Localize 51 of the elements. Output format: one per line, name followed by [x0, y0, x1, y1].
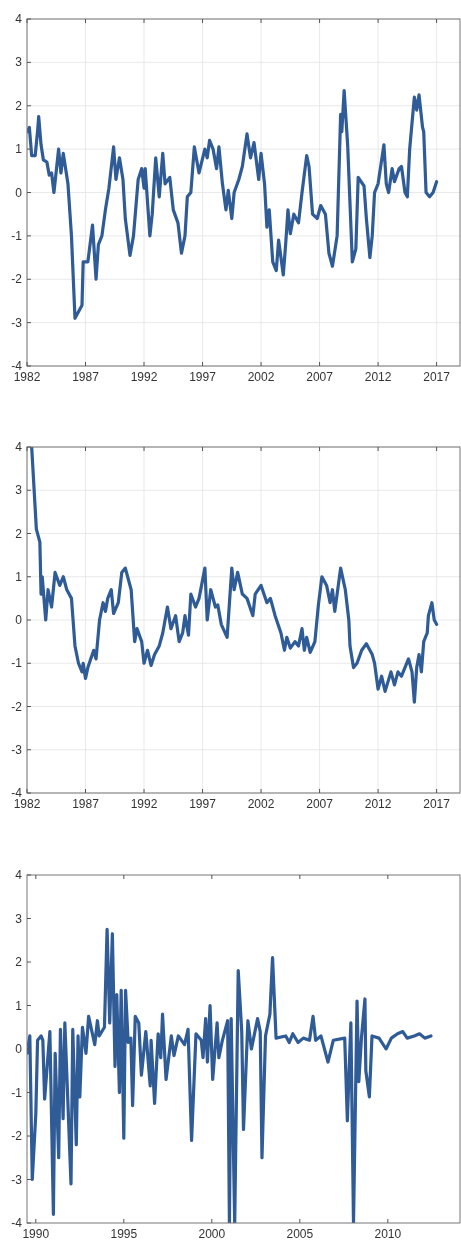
y-tick-label: -1	[11, 1085, 23, 1100]
x-tick-label: 1995	[110, 1227, 138, 1241]
y-tick-label: 2	[15, 98, 23, 113]
x-tick-label: 2002	[247, 370, 275, 384]
y-tick-label: 3	[15, 911, 23, 926]
line-series	[27, 88, 439, 320]
y-tick-label: -3	[11, 742, 23, 757]
x-tick-label: 2017	[423, 370, 451, 384]
y-tick-label: 1	[15, 569, 23, 584]
x-tick-label: 1990	[22, 1227, 50, 1241]
y-tick-label: -1	[11, 228, 23, 243]
line-series	[27, 927, 433, 1223]
x-tick-label: 2002	[247, 797, 275, 811]
y-tick-label: 0	[15, 185, 23, 200]
y-tick-label: 3	[15, 483, 23, 498]
x-tick-label: 1997	[189, 370, 217, 384]
x-tick-label: 2012	[364, 370, 392, 384]
line-series	[30, 447, 439, 704]
x-tick-label: 1997	[189, 797, 217, 811]
y-tick-label: -3	[11, 315, 23, 330]
x-tick-label: 1992	[130, 797, 158, 811]
y-tick-label: 0	[15, 1042, 23, 1056]
x-tick-label: 1982	[13, 797, 41, 811]
y-tick-label: -1	[11, 656, 23, 671]
x-tick-label: 2000	[198, 1227, 226, 1241]
x-tick-label: 2017	[423, 797, 451, 811]
y-tick-label: -2	[11, 699, 23, 714]
y-tick-label: -2	[11, 1129, 23, 1143]
y-tick-label: 4	[15, 440, 23, 454]
x-tick-label: 2005	[286, 1227, 314, 1241]
x-tick-label: 2010	[374, 1227, 402, 1241]
y-tick-label: 2	[15, 526, 23, 541]
y-tick-label: -4	[11, 359, 23, 373]
y-tick-label: 2	[15, 955, 23, 969]
x-tick-label: 1987	[72, 370, 100, 384]
x-tick-label: 2012	[364, 797, 392, 811]
y-tick-label: 1	[15, 142, 23, 157]
y-tick-label: 0	[15, 613, 23, 627]
x-tick-label: 1992	[130, 370, 158, 384]
x-tick-label: 1982	[13, 370, 41, 384]
y-tick-label: -2	[11, 272, 23, 287]
y-tick-label: 3	[15, 55, 23, 70]
y-tick-label: -3	[11, 1172, 23, 1187]
y-tick-label: 4	[15, 868, 23, 882]
y-tick-label: -4	[11, 1216, 23, 1230]
y-tick-label: 4	[15, 12, 23, 26]
y-tick-label: 1	[15, 998, 23, 1013]
x-tick-label: 1987	[72, 797, 100, 811]
x-tick-label: 2007	[306, 370, 334, 384]
x-tick-label: 2007	[306, 797, 334, 811]
y-tick-label: -4	[11, 786, 23, 800]
